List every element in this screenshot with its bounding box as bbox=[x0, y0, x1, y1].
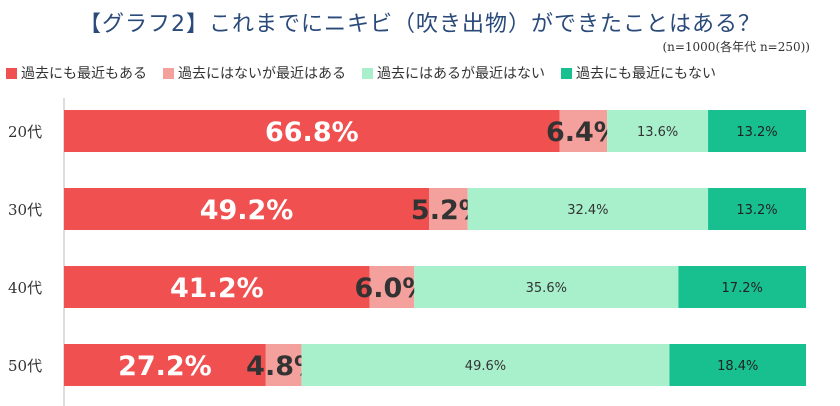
legend-swatch-3 bbox=[561, 67, 572, 79]
bar-segment bbox=[265, 344, 302, 386]
bar-segment bbox=[467, 188, 709, 230]
bar-segment bbox=[64, 188, 430, 230]
bar-segment bbox=[708, 188, 806, 230]
category-label: 30代 bbox=[8, 201, 42, 219]
data-label: 13.6% bbox=[637, 125, 678, 140]
bar-segment bbox=[678, 266, 806, 308]
legend-swatch-2 bbox=[362, 67, 373, 79]
category-label: 20代 bbox=[8, 123, 42, 141]
data-label: 49.6% bbox=[465, 359, 506, 374]
legend-label-2: 過去にはあるが最近はない bbox=[377, 66, 545, 82]
data-label: 66.8% bbox=[265, 117, 359, 148]
data-label: 35.6% bbox=[526, 281, 567, 296]
data-label: 18.4% bbox=[717, 359, 758, 374]
category-label: 40代 bbox=[8, 279, 42, 297]
chart-subtitle: (n=1000(各年代 n=250)) bbox=[662, 40, 810, 54]
legend-item-1: 過去にはないが最近はある bbox=[163, 63, 346, 83]
legend-label-0: 過去にも最近もある bbox=[21, 66, 147, 82]
data-label: 17.2% bbox=[722, 281, 763, 296]
legend-swatch-0 bbox=[6, 67, 17, 79]
bar-segment bbox=[64, 266, 370, 308]
data-label: 41.2% bbox=[170, 273, 264, 304]
legend-swatch-1 bbox=[163, 67, 174, 79]
data-label: 13.2% bbox=[736, 203, 777, 218]
bar-segment bbox=[64, 110, 560, 152]
data-label: 32.4% bbox=[567, 203, 608, 218]
category-label: 50代 bbox=[8, 357, 42, 375]
bar-segment bbox=[708, 110, 806, 152]
legend-label-3: 過去にも最近にもない bbox=[576, 66, 716, 82]
legend-item-2: 過去にはあるが最近はない bbox=[362, 63, 545, 83]
bar-segment bbox=[669, 344, 806, 386]
bar-segment bbox=[429, 188, 468, 230]
legend-label-1: 過去にはないが最近はある bbox=[178, 66, 346, 82]
data-label: 49.2% bbox=[200, 195, 294, 226]
legend-item-0: 過去にも最近もある bbox=[6, 63, 147, 83]
data-label: 27.2% bbox=[118, 351, 212, 382]
bar-segment bbox=[559, 110, 608, 152]
legend-item-3: 過去にも最近にもない bbox=[561, 63, 716, 83]
bar-segment bbox=[414, 266, 679, 308]
data-label: 13.2% bbox=[736, 125, 777, 140]
bar-segment bbox=[607, 110, 709, 152]
bar-segment bbox=[64, 344, 266, 386]
chart-title: 【グラフ2】これまでにニキビ（吹き出物）ができたことはある？ bbox=[79, 12, 761, 37]
legend: 過去にも最近もある 過去にはないが最近はある 過去にはあるが最近はない 過去にも… bbox=[6, 63, 716, 83]
bar-segment bbox=[369, 266, 415, 308]
bar-segment bbox=[301, 344, 670, 386]
